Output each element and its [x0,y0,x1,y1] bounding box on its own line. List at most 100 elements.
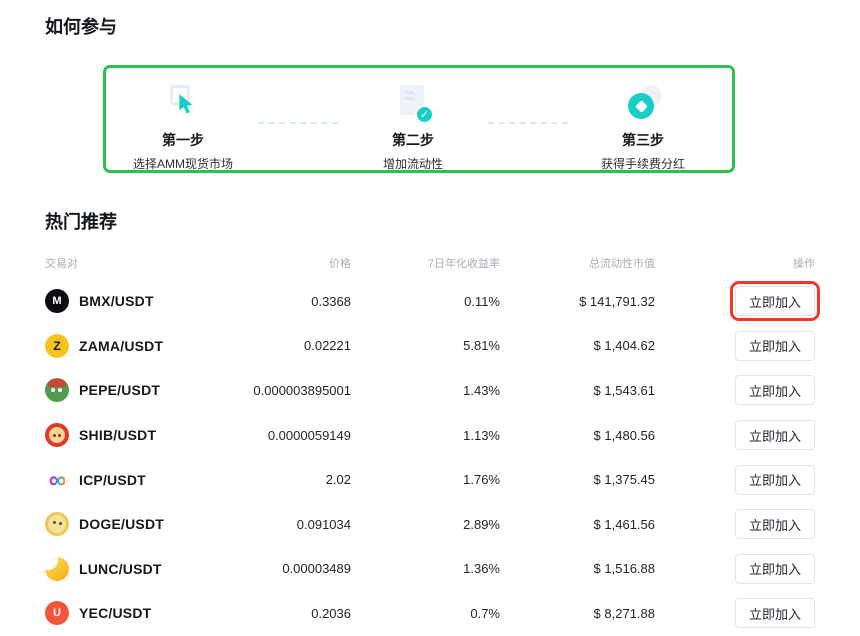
steps-row: 第一步 选择AMM现货市场 第二步 增加流动性 第三步 获得手续费分 [106,68,732,172]
price-value: 0.2036 [311,605,351,621]
join-button-annotation: 立即加入 [729,281,820,322]
liquidity-value: $ 8,271.88 [593,605,655,621]
col-header-price: 价格 [329,258,351,270]
cursor-arrow-icon [179,94,193,114]
join-button-annotation: 立即加入 [730,460,820,500]
table-row: LUNC/USDT 0.00003489 1.36% $ 1,516.88 立即… [45,547,815,592]
action-cell: 立即加入 [655,460,815,500]
table-row: DOGE/USDT 0.091034 2.89% $ 1,461.56 立即加入 [45,502,815,547]
pair-cell: PEPE/USDT [45,378,201,403]
document-check-icon [391,85,435,125]
join-button-annotation: 立即加入 [730,415,820,455]
liquidity-value: $ 1,461.56 [593,516,655,532]
liquidity-value: $ 1,375.45 [593,472,655,488]
step-connector-2 [488,122,568,124]
steps-highlight-annotation: 第一步 选择AMM现货市场 第二步 增加流动性 第三步 获得手续费分 [103,65,735,173]
table-row: M BMX/USDT 0.3368 0.11% $ 141,791.32 立即加… [45,279,820,324]
bmx-coin-icon: M [45,289,69,314]
price-value: 0.02221 [304,338,351,354]
apy-value: 0.11% [464,293,500,309]
shib-coin-icon [45,423,69,448]
join-button-annotation: 立即加入 [730,326,820,366]
step-3-title: 第三步 [622,132,664,148]
col-header-action: 操作 [793,258,815,270]
table-body: M BMX/USDT 0.3368 0.11% $ 141,791.32 立即加… [45,279,820,636]
join-now-button[interactable]: 立即加入 [734,286,815,317]
join-now-button[interactable]: 立即加入 [734,375,815,406]
pair-name: ZAMA/USDT [79,337,164,354]
liquidity-value: $ 1,516.88 [593,561,655,577]
liquidity-value: $ 141,791.32 [579,293,655,309]
doge-coin-icon [45,512,69,537]
yec-coin-icon: U [45,601,69,626]
join-now-button[interactable]: 立即加入 [734,330,815,361]
how-to-participate-title: 如何参与 [45,17,117,37]
lunc-coin-icon [45,556,69,581]
step-1-title: 第一步 [162,132,204,148]
price-value: 0.000003895001 [253,382,351,398]
pair-name: BMX/USDT [79,293,154,310]
checkmark-icon [415,105,434,124]
pair-cell: ∞ ICP/USDT [45,465,201,494]
price-value: 0.3368 [311,293,351,309]
apy-value: 0.7% [470,605,500,621]
join-button-annotation: 立即加入 [730,549,820,589]
join-now-button[interactable]: 立即加入 [734,553,815,584]
action-cell: 立即加入 [655,326,815,366]
apy-value: 1.36% [463,561,500,577]
step-2: 第二步 增加流动性 [338,85,488,172]
table-row: ∞ ICP/USDT 2.02 1.76% $ 1,375.45 立即加入 [45,457,815,502]
price-value: 2.02 [325,472,351,488]
table-row: U YEC/USDT 0.2036 0.7% $ 8,271.88 立即加入 [45,591,815,636]
price-value: 0.0000059149 [267,427,351,443]
apy-value: 2.89% [463,516,500,532]
action-cell: 立即加入 [655,504,815,544]
coin-reward-icon [621,85,665,125]
pair-name: LUNC/USDT [79,560,162,577]
join-now-button[interactable]: 立即加入 [734,464,815,495]
join-now-button[interactable]: 立即加入 [734,509,815,540]
step-3: 第三步 获得手续费分红 [568,85,718,172]
pair-cell: LUNC/USDT [45,556,201,581]
price-value: 0.00003489 [282,561,351,577]
pair-cell: SHIB/USDT [45,423,201,448]
table-row: Z ZAMA/USDT 0.02221 5.81% $ 1,404.62 立即加… [45,324,815,369]
join-now-button[interactable]: 立即加入 [734,420,815,451]
join-now-button[interactable]: 立即加入 [734,598,815,629]
col-header-apy: 7日年化收益率 [427,258,500,270]
step-2-title: 第二步 [392,132,434,148]
zama-coin-icon: Z [45,333,69,358]
join-button-annotation: 立即加入 [730,504,820,544]
step-3-subtitle: 获得手续费分红 [600,157,685,171]
join-button-annotation: 立即加入 [730,370,820,410]
apy-value: 1.13% [463,427,500,443]
action-cell: 立即加入 [655,593,815,633]
apy-value: 1.76% [463,472,500,488]
pair-name: PEPE/USDT [79,382,161,399]
liquidity-value: $ 1,404.62 [593,338,655,354]
action-cell: 立即加入 [655,370,815,410]
liquidity-value: $ 1,480.56 [593,427,655,443]
pepe-coin-icon [45,378,69,403]
pair-name: ICP/USDT [79,471,146,488]
icp-coin-icon: ∞ [48,465,67,494]
pair-cell: DOGE/USDT [45,512,201,537]
apy-value: 1.43% [463,382,500,398]
apy-value: 5.81% [463,338,500,354]
action-cell: 立即加入 [655,549,815,589]
liquidity-value: $ 1,543.61 [593,382,655,398]
join-button-annotation: 立即加入 [730,593,820,633]
table-header-row: 交易对 价格 7日年化收益率 总流动性市值 操作 [45,257,815,271]
pair-cell: U YEC/USDT [45,601,201,626]
price-value: 0.091034 [296,516,351,532]
pair-name: DOGE/USDT [79,516,165,533]
col-header-liquidity: 总流动性市值 [589,258,655,270]
pair-name: SHIB/USDT [79,427,157,444]
cursor-select-icon [161,85,205,125]
col-header-pair: 交易对 [45,258,78,270]
pair-cell: M BMX/USDT [45,289,201,314]
step-1-subtitle: 选择AMM现货市场 [133,157,233,171]
action-cell: 立即加入 [655,281,820,322]
action-cell: 立即加入 [655,415,815,455]
